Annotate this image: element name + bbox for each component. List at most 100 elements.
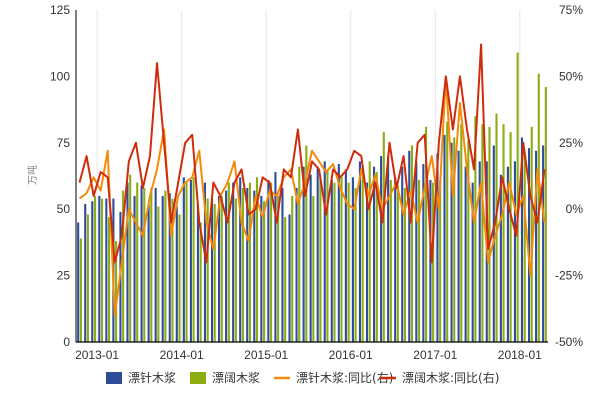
bar (277, 195, 280, 342)
bar (270, 182, 273, 342)
bar (319, 177, 322, 342)
bar (192, 177, 195, 342)
bar (389, 179, 392, 342)
y-right-tick-label: -25% (555, 269, 583, 283)
legend-swatch-2 (190, 372, 206, 384)
bar (340, 177, 343, 342)
legend-item-4[interactable]: 漂阔木浆:同比(右) (380, 370, 499, 385)
bar (115, 241, 118, 342)
legend-item-1[interactable]: 漂针木浆 (106, 370, 176, 385)
bar (417, 179, 421, 342)
bar (542, 145, 545, 342)
bar (241, 187, 244, 342)
bar (295, 187, 298, 342)
bar (333, 182, 336, 342)
bar (530, 126, 533, 342)
bar (373, 166, 376, 342)
bar (140, 185, 143, 342)
series-lines (78, 43, 546, 317)
bar (323, 161, 326, 342)
bar (439, 179, 442, 342)
bar (147, 203, 150, 342)
bar (358, 161, 362, 342)
bar (248, 182, 251, 342)
bar (330, 179, 333, 342)
bar (220, 195, 223, 342)
bar (520, 137, 524, 342)
bar (288, 214, 291, 342)
bar (410, 145, 414, 342)
y-axis-left-ticks: 0 25 50 75 100 125 (50, 3, 70, 349)
bar (133, 195, 136, 342)
bar (506, 166, 509, 342)
bar (429, 179, 432, 342)
bar (185, 182, 188, 342)
bar (481, 124, 484, 343)
axes (75, 10, 548, 343)
bar (337, 164, 340, 342)
bar (239, 177, 242, 342)
x-tick-label: 2016-01 (329, 348, 373, 362)
bar (225, 190, 228, 342)
bar (312, 195, 315, 342)
bar (143, 187, 146, 342)
bar (396, 185, 399, 342)
bar (122, 190, 125, 342)
bar (513, 161, 516, 342)
bar (474, 116, 477, 343)
bar (457, 150, 460, 342)
bar (86, 214, 89, 342)
y-left-tick-label: 75 (57, 136, 71, 150)
bar (425, 126, 428, 342)
bar (375, 172, 378, 342)
y-right-tick-label: 0% (566, 202, 584, 216)
y-right-tick-label: 75% (559, 3, 583, 17)
bar (464, 166, 467, 342)
legend-item-3[interactable]: 漂针木浆:同比(右) (274, 370, 393, 385)
bar (189, 179, 192, 342)
bar (98, 195, 101, 342)
bar (274, 172, 277, 342)
bar (499, 174, 502, 342)
y-left-tick-label: 100 (50, 69, 70, 83)
bar (443, 134, 446, 342)
bar (93, 195, 97, 342)
bar (415, 161, 418, 342)
bar (436, 153, 439, 342)
legend-label-1: 漂针木浆 (128, 370, 176, 385)
bar (210, 198, 214, 342)
bar (253, 190, 256, 342)
bar (326, 169, 329, 342)
bar (260, 195, 263, 342)
y-right-tick-label: 50% (559, 69, 583, 83)
bar (196, 203, 199, 342)
series-line-1 (78, 75, 546, 317)
bar (291, 195, 294, 342)
bar (354, 187, 357, 342)
y-left-tick-label: 125 (50, 3, 70, 17)
x-tick-label: 2017-01 (413, 348, 457, 362)
bar (467, 140, 470, 342)
x-tick-label: 2013-01 (75, 348, 119, 362)
y-axis-label: 万吨 (26, 165, 39, 185)
y-right-tick-label: -50% (555, 335, 583, 349)
bar (203, 182, 207, 342)
bar (182, 177, 185, 342)
bar (150, 187, 153, 342)
bar (544, 87, 547, 343)
bar (154, 187, 157, 342)
bar (213, 203, 216, 342)
legend: 漂针木浆 漂阔木浆 漂针木浆:同比(右) 漂阔木浆:同比(右) (106, 370, 499, 385)
y-left-tick-label: 50 (57, 202, 71, 216)
bar (227, 182, 230, 342)
bar (365, 182, 369, 342)
legend-item-2[interactable]: 漂阔木浆 (190, 370, 260, 385)
bar (178, 214, 181, 342)
bar (168, 193, 171, 342)
bar (305, 145, 308, 342)
legend-label-4: 漂阔木浆:同比(右) (402, 370, 499, 385)
bar (509, 132, 512, 342)
bar (84, 203, 87, 342)
bar (232, 182, 235, 342)
